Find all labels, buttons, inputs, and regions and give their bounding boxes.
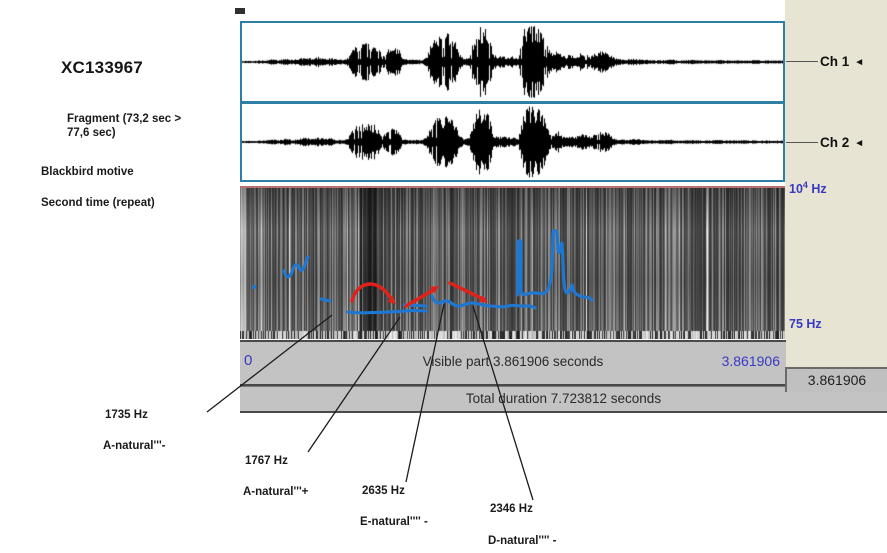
pitch-trace-overlay (251, 229, 594, 315)
annotation-freq-1: 1735 Hz (105, 409, 148, 421)
pitch-trace-dash (319, 297, 332, 303)
red-arrow-3-head (479, 295, 488, 303)
pitch-trace-squiggle (282, 255, 310, 279)
waveform-channel-1[interactable] (240, 21, 785, 103)
annotation-freq-4: 2346 Hz (490, 503, 533, 515)
annotation-freq-2: 1767 Hz (245, 455, 288, 467)
red-arrow-3 (448, 281, 485, 301)
selection-duration-value: 3.861906 (807, 372, 867, 388)
spectrogram-panel[interactable] (240, 186, 785, 339)
motive-note: Blackbird motive (41, 166, 134, 178)
red-arrow-2-head (430, 286, 439, 294)
speaker-icon: ◄ (854, 57, 865, 68)
red-arrow-1 (350, 282, 393, 303)
waveform-channel-2[interactable] (240, 103, 785, 182)
total-duration-label: Total duration 7.723812 seconds (465, 391, 662, 406)
ch1-mute-toggle[interactable]: Ch 1 ◄ (820, 54, 864, 69)
red-arrow-2 (404, 287, 437, 308)
pitch-trace-dot (251, 284, 257, 290)
visible-part-bar[interactable]: 0 Visible part 3.861906 seconds 3.861906 (240, 340, 786, 386)
annotation-note-1: A-natural'''- (103, 440, 166, 452)
speaker-icon: ◄ (854, 138, 865, 149)
annotation-note-4: D-natural'''' - (488, 535, 557, 547)
visible-part-label: Visible part 3.861906 seconds (422, 354, 604, 369)
annotation-note-2: A-natural'''+ (243, 486, 309, 498)
fragment-note: Fragment (73,2 sec > 77,6 sec) (67, 113, 182, 139)
pitch-trace-figure (516, 229, 594, 302)
annotation-note-3: E-natural'''' - (360, 516, 428, 528)
ch2-tick-line (786, 142, 818, 143)
ch1-tick-line (786, 61, 818, 62)
selection-duration-box[interactable]: 3.861906 (785, 367, 887, 392)
annotation-freq-3: 2635 Hz (362, 485, 405, 497)
ch2-label: Ch 2 (820, 135, 850, 150)
recording-id: XC133967 (61, 58, 143, 77)
waveform-canvas-ch1 (242, 23, 783, 101)
pitch-trace-underline (346, 309, 428, 315)
ch1-label: Ch 1 (820, 54, 850, 69)
freq-min-label: 75 Hz (789, 317, 822, 331)
right-margin (785, 0, 887, 391)
freq-max-label: 104 Hz (789, 180, 827, 197)
stray-mark (235, 8, 245, 14)
ch2-mute-toggle[interactable]: Ch 2 ◄ (820, 135, 864, 150)
visible-end-time: 3.861906 (721, 353, 780, 369)
red-arrow-1-head (387, 295, 396, 304)
repeat-note: Second time (repeat) (41, 197, 155, 209)
waveform-canvas-ch2 (242, 104, 783, 180)
